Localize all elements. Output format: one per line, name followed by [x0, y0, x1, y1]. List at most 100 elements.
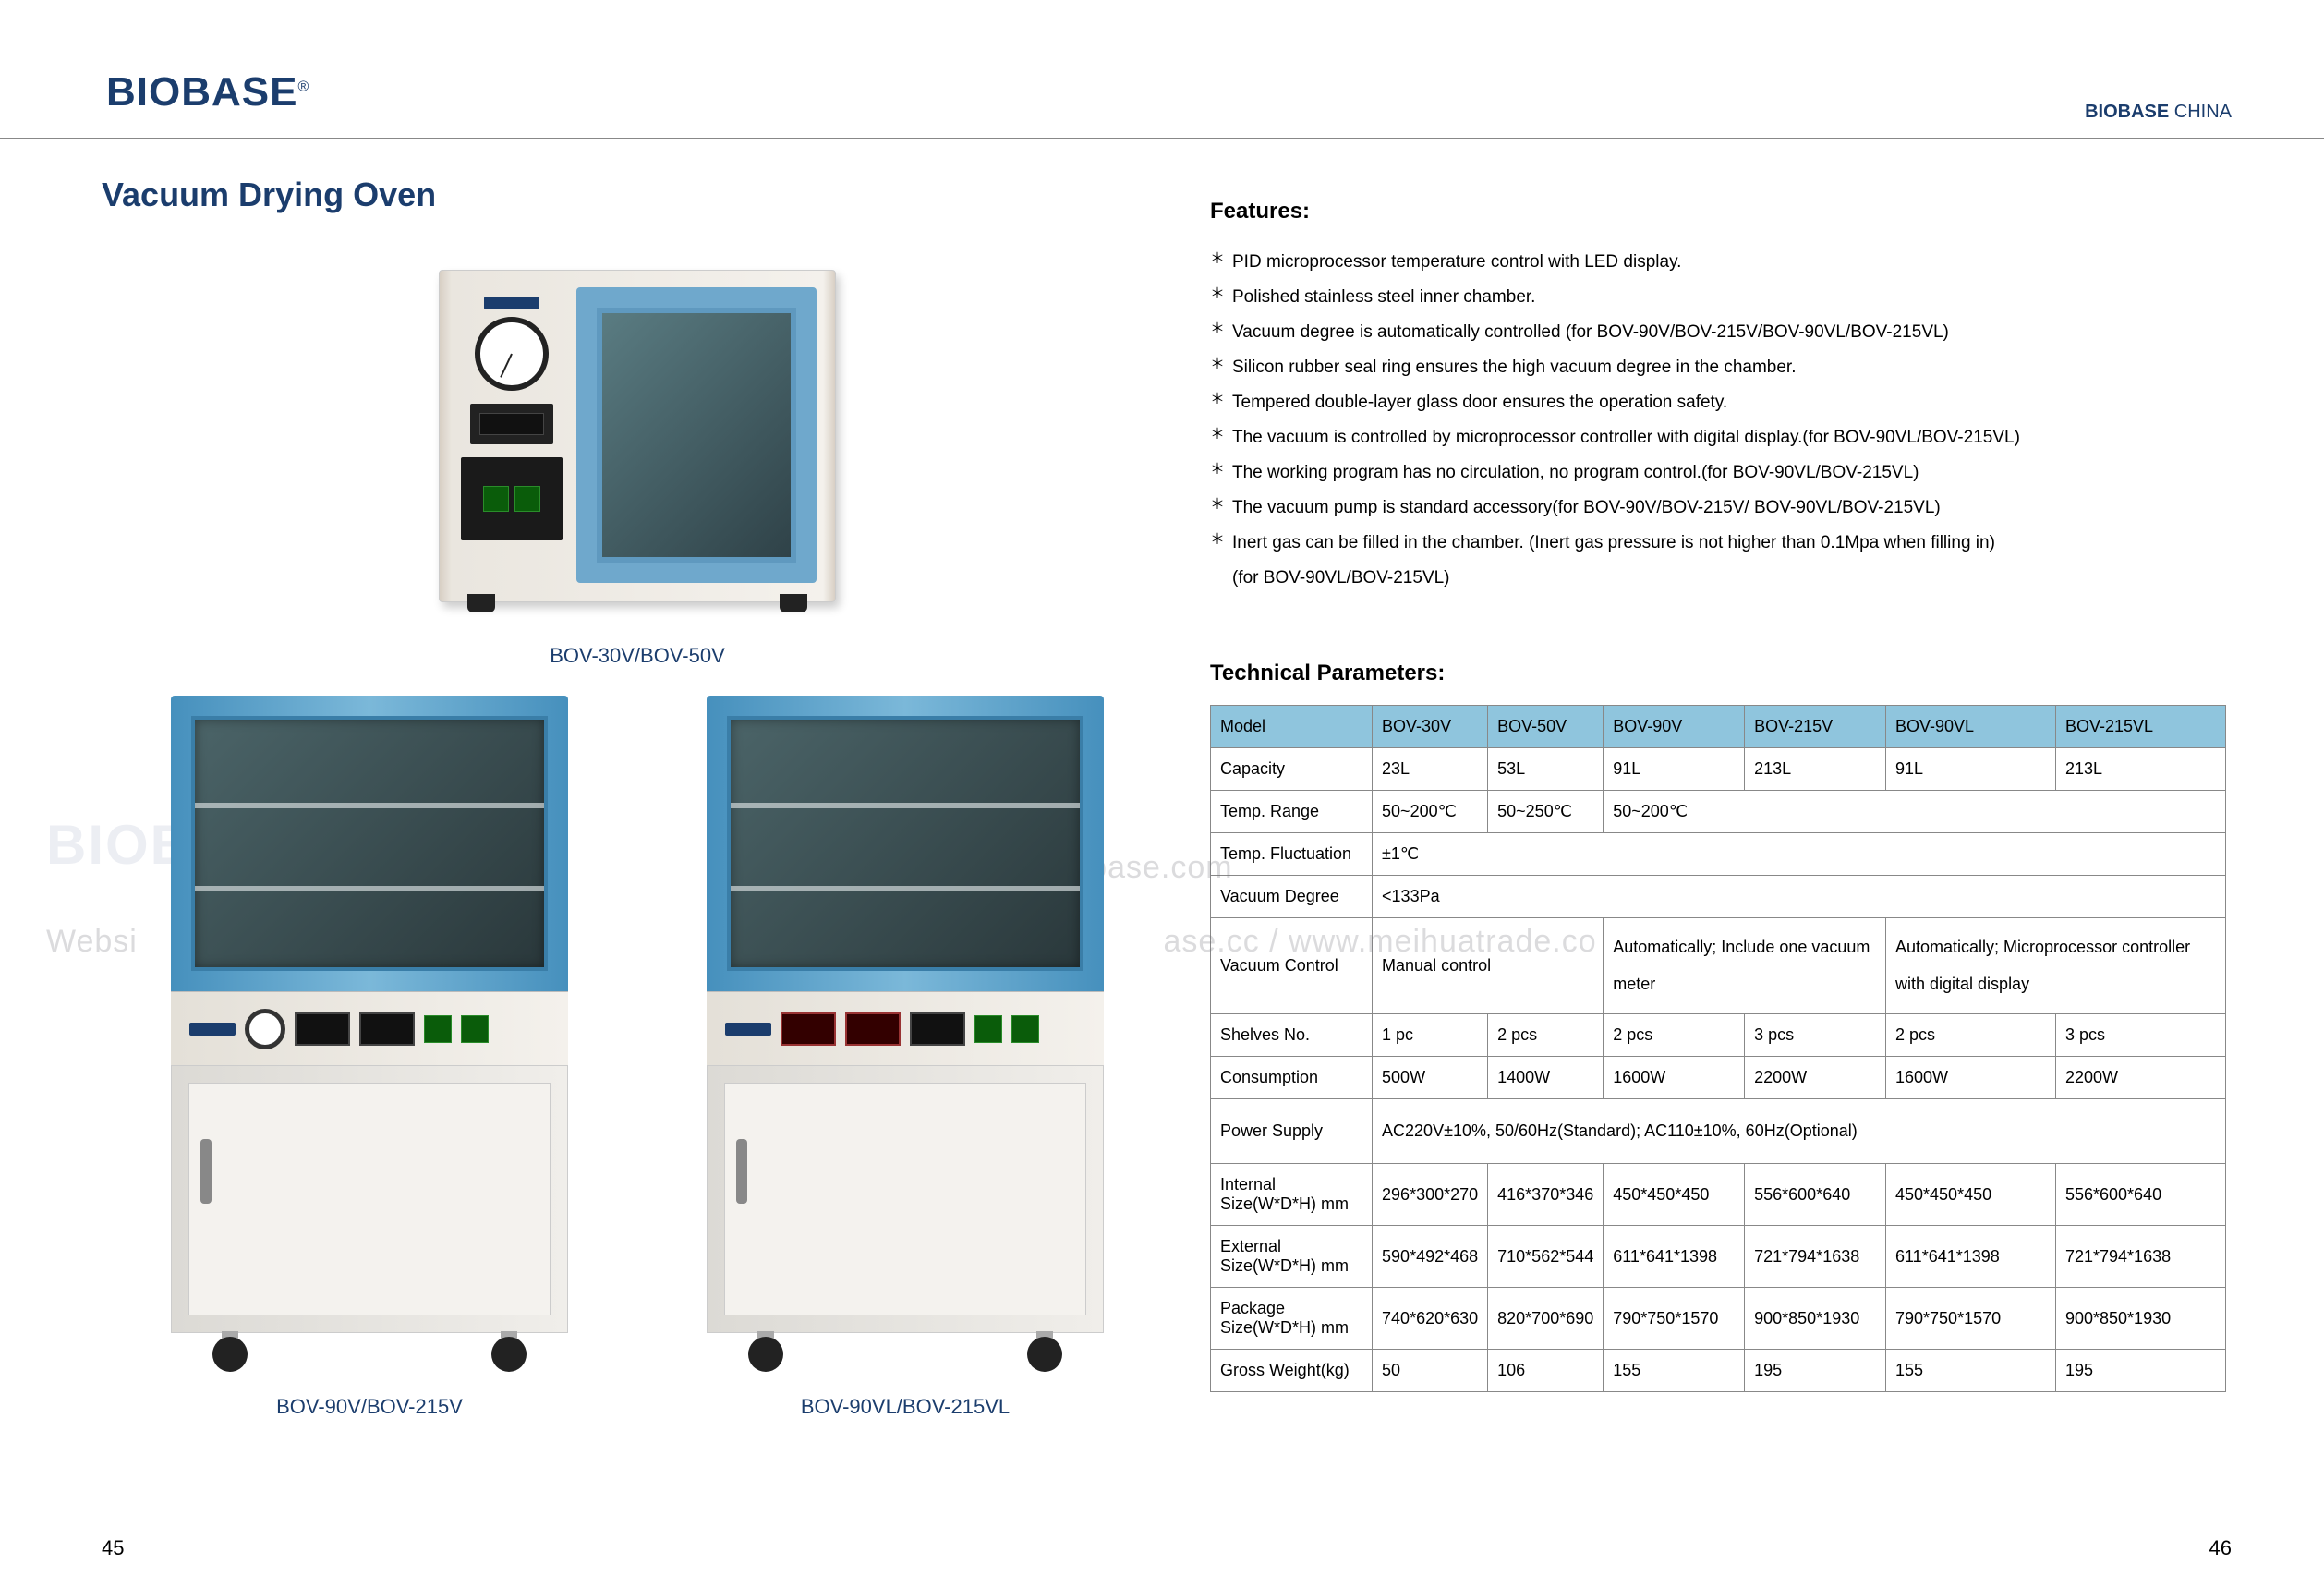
table-row: Shelves No. 1 pc 2 pcs 2 pcs 3 pcs 2 pcs…: [1211, 1014, 2226, 1057]
led-screen-icon: [479, 413, 544, 435]
caption-big-right: BOV-90VL/BOV-215VL: [707, 1395, 1104, 1419]
table-row: Package Size(W*D*H) mm 740*620*630 820*7…: [1211, 1288, 2226, 1350]
td: 1400W: [1488, 1057, 1604, 1099]
td: 556*600*640: [1745, 1164, 1886, 1226]
td: 820*700*690: [1488, 1288, 1604, 1350]
shelf-icon: [731, 886, 1080, 891]
caption-small: BOV-30V/BOV-50V: [439, 644, 836, 668]
oven-image-small: [439, 270, 836, 621]
td: 106: [1488, 1350, 1604, 1392]
td: 900*850*1930: [1745, 1288, 1886, 1350]
table-row: Gross Weight(kg) 50 106 155 195 155 195: [1211, 1350, 2226, 1392]
td-label: Vacuum Degree: [1211, 876, 1373, 918]
td: 450*450*450: [1604, 1164, 1745, 1226]
brand-logo-text: BIOBASE: [106, 69, 297, 115]
td: 53L: [1488, 748, 1604, 791]
td: ±1℃: [1373, 833, 2226, 876]
td: 50: [1373, 1350, 1488, 1392]
led-screen-red-icon: [845, 1012, 901, 1046]
td: 740*620*630: [1373, 1288, 1488, 1350]
td: 790*750*1570: [1604, 1288, 1745, 1350]
feature-item: Silicon rubber seal ring ensures the hig…: [1210, 350, 2226, 385]
oven-body: [439, 270, 836, 602]
switch-icon: [461, 1015, 489, 1043]
td-label: Consumption: [1211, 1057, 1373, 1099]
top-brand-bold: BIOBASE: [2085, 102, 2169, 122]
switch-icon: [424, 1015, 452, 1043]
td: 3 pcs: [1745, 1014, 1886, 1057]
oven-top-chamber: [171, 696, 568, 991]
feature-item: PID microprocessor temperature control w…: [1210, 245, 2226, 280]
table-row: Internal Size(W*D*H) mm 296*300*270 416*…: [1211, 1164, 2226, 1226]
td-label: Internal Size(W*D*H) mm: [1211, 1164, 1373, 1226]
caster-wheel-icon: [744, 1331, 788, 1372]
caster-row: [707, 1331, 1104, 1372]
gauge-dial-icon: [245, 1009, 285, 1049]
td: 213L: [2055, 748, 2225, 791]
shelf-icon: [195, 803, 544, 808]
caster-wheel-icon: [1023, 1331, 1067, 1372]
table-row: Temp. Fluctuation ±1℃: [1211, 833, 2226, 876]
features-list: PID microprocessor temperature control w…: [1210, 245, 2226, 596]
td-label: Temp. Fluctuation: [1211, 833, 1373, 876]
td: Automatically; Include one vacuum meter: [1604, 918, 1886, 1014]
feature-item: Tempered double-layer glass door ensures…: [1210, 385, 2226, 420]
control-panel: [707, 991, 1104, 1065]
oven-face: [456, 287, 818, 585]
th: BOV-215VL: [2055, 706, 2225, 748]
td: 296*300*270: [1373, 1164, 1488, 1226]
td: 23L: [1373, 748, 1488, 791]
product-row-top: BOV-30V/BOV-50V: [102, 270, 1173, 668]
led-panel: [470, 404, 553, 444]
caster-wheel-icon: [208, 1331, 252, 1372]
gauge-panel: [456, 297, 567, 540]
td: 416*370*346: [1488, 1164, 1604, 1226]
table-row: Consumption 500W 1400W 1600W 2200W 1600W…: [1211, 1057, 2226, 1099]
table-body: Capacity 23L 53L 91L 213L 91L 213L Temp.…: [1211, 748, 2226, 1392]
page-header: BIOBASE® BIOBASE CHINA: [0, 0, 2324, 139]
table-row: External Size(W*D*H) mm 590*492*468 710*…: [1211, 1226, 2226, 1288]
control-panel: [171, 991, 568, 1065]
feature-item: The vacuum is controlled by microprocess…: [1210, 420, 2226, 455]
td-label: External Size(W*D*H) mm: [1211, 1226, 1373, 1288]
brand-label-icon: [484, 297, 539, 309]
td: <133Pa: [1373, 876, 2226, 918]
feature-subnote: (for BOV-90VL/BOV-215VL): [1210, 561, 2226, 596]
product-row-bottom: BOV-90V/BOV-215V: [102, 696, 1173, 1419]
door-glass: [191, 716, 548, 971]
td: 2 pcs: [1488, 1014, 1604, 1057]
table-head-row: Model BOV-30V BOV-50V BOV-90V BOV-215V B…: [1211, 706, 2226, 748]
td: 155: [1886, 1350, 2056, 1392]
td: 721*794*1638: [1745, 1226, 1886, 1288]
td: 710*562*544: [1488, 1226, 1604, 1288]
td-label: Power Supply: [1211, 1099, 1373, 1164]
oven-base-cabinet: [707, 1065, 1104, 1333]
brand-label-icon: [189, 1023, 236, 1036]
shelf-icon: [731, 803, 1080, 808]
pressure-gauge-icon: [475, 317, 549, 391]
switch-button-icon: [514, 486, 540, 512]
td: 3 pcs: [2055, 1014, 2225, 1057]
table-row: Capacity 23L 53L 91L 213L 91L 213L: [1211, 748, 2226, 791]
brand-label-icon: [725, 1023, 771, 1036]
product-block-small: BOV-30V/BOV-50V: [439, 270, 836, 668]
cabinet-door: [188, 1083, 551, 1315]
td-label: Temp. Range: [1211, 791, 1373, 833]
door-glass: [727, 716, 1083, 971]
th: BOV-90V: [1604, 706, 1745, 748]
td: 611*641*1398: [1886, 1226, 2056, 1288]
product-block-big-right: BOV-90VL/BOV-215VL: [707, 696, 1104, 1419]
td: 450*450*450: [1886, 1164, 2056, 1226]
left-column: Vacuum Drying Oven: [102, 176, 1210, 1419]
table-row: Temp. Range 50~200℃ 50~250℃ 50~200℃: [1211, 791, 2226, 833]
main-content: Vacuum Drying Oven: [0, 139, 2324, 1419]
td: 1600W: [1604, 1057, 1745, 1099]
oven-door: [576, 287, 817, 583]
td: 721*794*1638: [2055, 1226, 2225, 1288]
td: 50~200℃: [1373, 791, 1488, 833]
oven-foot-icon: [467, 594, 495, 612]
door-handle-icon: [200, 1139, 212, 1204]
td: 50~250℃: [1488, 791, 1604, 833]
td: AC220V±10%, 50/60Hz(Standard); AC110±10%…: [1373, 1099, 2226, 1164]
top-brand-label: BIOBASE CHINA: [2085, 102, 2232, 123]
